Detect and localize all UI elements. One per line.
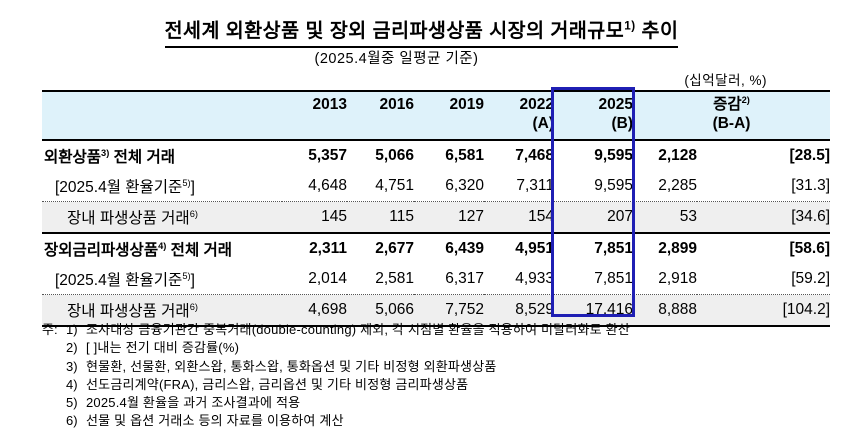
cell-2016: 4,751 [375,177,414,194]
cell-2022: 4,951 [484,232,554,264]
cell-2016: 5,066 [375,147,414,164]
footnote-2: 2)[ ]내는 전기 대비 증감률(%) [66,340,240,356]
cell-2016: 2,581 [375,270,414,287]
row-label: 장내 파생상품 거래6) [42,201,282,233]
page-subtitle: (2025.4월중 일평균 기준) [314,51,479,67]
row-label: [2025.4월 환율기준5)] [55,177,195,196]
footnote-4: 4) 선도금리계약(FRA), 금리스왑, 금리옵션 및 기타 비정형 금리파생상… [66,376,469,392]
page-title-tail: 추이 [635,20,679,42]
cell-change: 2,918 [658,270,697,287]
cell-2016: 5,066 [347,294,414,327]
header-2013: 2013 [282,90,347,141]
header-row: 2013 2016 2019 2022 (A) 2025 (B) 증감2) (B-A) [42,90,830,141]
cell-2025: 7,851 [554,232,633,264]
cell-2019: 6,581 [445,147,484,164]
footnote-marker: 3) [101,147,110,158]
title-block: 전세계 외환상품 및 장외 금리파생상품 시장의 거래규모1) 추이 [0,14,843,48]
cell-2025: 9,595 [594,147,633,164]
cell-change: 2,899 [633,232,697,264]
cell-2019: 6,320 [445,177,484,194]
change-footnote-marker: 2) [741,94,750,105]
subtitle-block: (2025.4월중 일평균 기준) [0,47,793,68]
footnotes: 주: 1) 조사대상 금융기관간 중복거래(double-counting) 제외,… [42,321,630,431]
cell-change-pct: [104.2] [697,294,830,327]
page-title-text: 전세계 외환상품 및 장외 금리파생상품 시장의 거래규모 [164,20,625,42]
cell-2019: 7,752 [414,294,484,327]
cell-2019: 127 [414,201,484,233]
cell-change-pct: [28.5] [789,147,831,164]
title-footnote-marker: 1) [624,19,636,33]
cell-2016: 115 [347,201,414,233]
cell-change-pct: [31.3] [791,177,830,194]
unit-note: (십억달러, %) [684,73,767,88]
footnote-marker: 5) [182,270,191,281]
header-label-cell [42,90,282,141]
cell-2013: 2,014 [308,270,347,287]
cell-change-pct: [59.2] [791,270,830,287]
header-2019: 2019 [414,90,484,141]
row-label: 외환상품3) 전체 거래 [44,147,175,166]
cell-change: 2,128 [658,147,697,164]
footnote-marker: 6) [189,301,198,312]
cell-change-pct: [58.6] [697,232,830,264]
table-row-ird-2025rate: [2025.4월 환율기준5)] 2,014 2,581 6,317 4,933… [42,264,830,295]
cell-2025: 9,595 [594,177,633,194]
cell-2019: 6,317 [445,270,484,287]
cell-2019: 6,439 [414,232,484,264]
cell-2013: 2,311 [282,232,347,264]
footnote-prefix: 주: [42,322,58,337]
cell-2013: 5,357 [308,147,347,164]
page-title: 전세계 외환상품 및 장외 금리파생상품 시장의 거래규모1) 추이 [164,14,679,48]
header-2025: 2025 (B) [554,90,633,141]
cell-2013: 145 [282,201,347,233]
cell-2022: 4,933 [515,270,554,287]
header-2022: 2022 (A) [484,90,554,141]
cell-change: 2,285 [658,177,697,194]
table-row-fx-total: 외환상품3) 전체 거래 5,357 5,066 6,581 7,468 9,5… [42,140,830,171]
cell-2013: 4,698 [282,294,347,327]
footnote-5: 5) 2025.4월 환율을 과거 조사결과에 적용 [66,395,301,411]
header-change: 증감2) (B-A) [633,90,830,141]
row-label: 장외금리파생상품4) 전체 거래 [42,232,282,264]
footnote-6: 6) 선물 및 옵션 거래소 등의 자료를 이용하여 계산 [66,413,344,429]
data-table-wrapper: 2013 2016 2019 2022 (A) 2025 (B) 증감2) (B-A)… [42,90,830,327]
table-row-ird-total: 장외금리파생상품4) 전체 거래 2,311 2,677 6,439 4,951… [42,232,830,264]
table-row-fx-2025rate: [2025.4월 환율기준5)] 4,648 4,751 6,320 7,311… [42,171,830,202]
cell-2013: 4,648 [308,177,347,194]
footnote-marker: 6) [189,208,198,219]
table-row-ird-exchange-traded: 장내 파생상품 거래6) 4,698 5,066 7,752 8,529 17,… [42,294,830,327]
footnote-1: 주: 1) 조사대상 금융기관간 중복거래(double-counting) 제외,… [42,321,630,339]
cell-2025: 17,416 [554,294,633,327]
table-row-fx-exchange-traded: 장내 파생상품 거래6) 145 115 127 154 207 53 [34.… [42,201,830,233]
row-label: 장내 파생상품 거래6) [42,294,282,327]
cell-2022: 8,529 [484,294,554,327]
footnote-marker: 4) [158,240,167,251]
cell-change: 8,888 [633,294,697,327]
footnote-marker: 5) [182,177,191,188]
row-label: [2025.4월 환율기준5)] [55,270,195,289]
footnote-3: 3) 현물환, 선물환, 외환스왑, 통화스왑, 통화옵션 및 기타 비정형 외환… [66,358,497,374]
header-2016: 2016 [347,90,414,141]
cell-2022: 7,468 [515,147,554,164]
data-table: 2013 2016 2019 2022 (A) 2025 (B) 증감2) (B-A)… [42,90,830,327]
cell-2022: 7,311 [516,177,554,194]
cell-2025: 207 [554,201,633,233]
cell-2016: 2,677 [347,232,414,264]
cell-2025: 7,851 [594,270,633,287]
cell-change: 53 [633,201,697,233]
cell-change-pct: [34.6] [697,201,830,233]
cell-2022: 154 [484,201,554,233]
